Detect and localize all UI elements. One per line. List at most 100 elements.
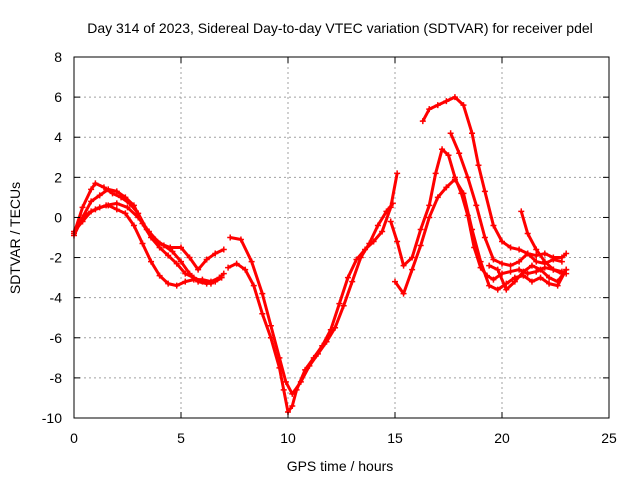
data-point <box>332 324 339 331</box>
y-tick-label: 8 <box>54 49 62 65</box>
data-point <box>165 280 172 287</box>
data-point <box>383 208 390 215</box>
y-tick-label: -2 <box>50 250 63 266</box>
data-point <box>233 260 240 267</box>
data-point <box>122 210 129 217</box>
series-track-f <box>227 200 396 397</box>
series-line <box>227 173 399 414</box>
data-point <box>165 252 172 259</box>
x-tick-label: 10 <box>280 430 296 446</box>
data-point <box>394 238 401 245</box>
series-track-c <box>71 202 223 289</box>
data-point <box>92 206 99 213</box>
series-track-d <box>81 200 227 273</box>
x-axis-label: GPS time / hours <box>287 458 394 474</box>
data-point <box>518 208 525 215</box>
data-point <box>139 240 146 247</box>
data-point <box>259 290 266 297</box>
data-point <box>130 202 137 209</box>
data-point <box>558 258 565 265</box>
y-tick-label: 6 <box>54 89 62 105</box>
data-point <box>79 218 86 225</box>
y-axis-label: SDTVAR / TECUs <box>7 182 23 294</box>
data-point <box>387 218 394 225</box>
series-track-l <box>518 208 565 277</box>
data-point <box>533 258 540 265</box>
data-point <box>190 276 197 283</box>
data-point <box>392 278 398 285</box>
data-point <box>220 246 227 253</box>
data-point <box>434 102 441 109</box>
data-point <box>336 300 343 307</box>
data-point <box>550 256 557 263</box>
data-point <box>460 102 467 109</box>
data-point <box>524 230 531 237</box>
data-point <box>289 390 296 397</box>
data-point <box>563 266 570 273</box>
data-point <box>105 186 112 193</box>
data-point <box>237 236 244 243</box>
data-point <box>537 274 544 281</box>
y-tick-label: 4 <box>54 129 62 145</box>
series-track-b <box>71 186 227 287</box>
data-point <box>490 276 497 283</box>
x-tick-label: 25 <box>601 430 617 446</box>
data-point <box>443 184 450 191</box>
data-point <box>481 234 488 241</box>
x-tick-label: 0 <box>70 430 78 446</box>
data-point <box>516 266 523 273</box>
data-point <box>314 350 321 357</box>
y-tick-label: -8 <box>50 370 63 386</box>
data-point <box>199 276 206 283</box>
data-point <box>267 322 274 329</box>
data-point <box>282 378 289 385</box>
data-point <box>417 226 424 233</box>
data-point <box>250 282 257 289</box>
data-point <box>394 170 401 177</box>
data-point <box>182 270 189 277</box>
data-point <box>494 286 501 293</box>
data-point <box>203 256 210 263</box>
data-point <box>186 254 193 261</box>
data-point <box>178 258 184 265</box>
x-tick-label: 15 <box>387 430 403 446</box>
data-point <box>432 170 439 177</box>
data-point <box>473 202 480 209</box>
data-point <box>227 234 234 241</box>
y-tick-label: 2 <box>54 169 62 185</box>
data-point <box>426 214 433 221</box>
data-point <box>340 302 347 309</box>
data-point <box>533 246 540 253</box>
data-point <box>389 200 396 207</box>
y-tick-label: 0 <box>54 209 62 225</box>
data-point <box>533 268 540 275</box>
data-point <box>297 378 304 385</box>
data-point <box>92 180 99 187</box>
data-point <box>379 228 386 235</box>
data-point <box>374 222 381 229</box>
data-point <box>195 266 202 273</box>
y-tick-label: -10 <box>42 410 62 426</box>
data-point <box>259 310 266 317</box>
data-layer <box>71 94 570 415</box>
data-point <box>79 204 86 211</box>
grid <box>74 57 609 418</box>
data-point <box>178 244 184 251</box>
series-line <box>229 202 395 396</box>
chart-title: Day 314 of 2023, Sidereal Day-to-day VTE… <box>87 20 593 36</box>
data-point <box>451 176 458 183</box>
data-point <box>289 402 296 409</box>
data-point <box>130 222 137 229</box>
data-point <box>182 278 189 285</box>
data-point <box>323 338 330 345</box>
data-point <box>507 244 514 251</box>
data-point <box>516 258 523 265</box>
data-point <box>541 250 548 257</box>
series-line <box>488 264 568 292</box>
data-point <box>507 262 514 269</box>
data-point <box>537 266 544 273</box>
data-point <box>145 228 152 235</box>
data-point <box>469 130 476 137</box>
data-point <box>173 260 180 267</box>
data-point <box>417 242 424 249</box>
